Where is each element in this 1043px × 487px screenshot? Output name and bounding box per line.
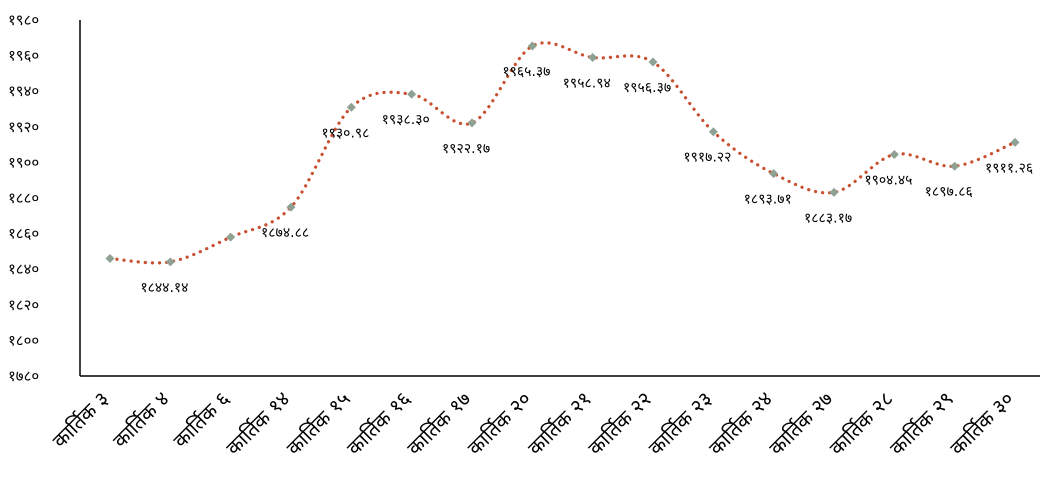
data-label: १९५८.९४ [563, 75, 611, 91]
y-tick-label: १८०० [8, 331, 39, 349]
y-tick-label: १८८० [8, 189, 39, 207]
data-label: १९५६.३७ [623, 80, 671, 96]
x-tick-label: कार्तिक २० [463, 387, 536, 460]
series-markers [105, 41, 1020, 267]
y-tick-label: १७८० [8, 367, 39, 385]
data-label: १९११.२६ [985, 160, 1033, 176]
data-point-marker [708, 127, 718, 137]
data-point-marker [105, 254, 115, 264]
y-tick-label: १९०० [8, 153, 39, 171]
data-point-marker [1010, 137, 1020, 147]
x-tick-label: कार्तिक १७ [402, 387, 475, 460]
x-tick-label: कार्तिक १४ [221, 387, 294, 460]
data-label: १९१७.२२ [683, 150, 731, 166]
x-tick-label: कार्तिक २४ [704, 387, 777, 460]
series-line [108, 41, 1017, 265]
data-point-marker [165, 257, 175, 267]
data-label: १८४४.१४ [140, 280, 188, 296]
data-point-marker [286, 202, 296, 212]
data-label: १८९७.८६ [925, 184, 973, 200]
series-line-path [108, 41, 1017, 265]
data-label: १८८३.१७ [804, 210, 852, 226]
data-point-marker [829, 187, 839, 197]
data-point-marker [226, 232, 236, 242]
data-point-marker [467, 118, 477, 128]
x-tick-label: कार्तिक २७ [764, 387, 837, 460]
data-label: १९२२.१७ [442, 141, 490, 157]
y-tick-label: १८६० [8, 225, 39, 243]
y-axis: १७८० १८०० १८२० १८४० १८६० १८८० १९०० १९२० १९४० १९६०… [8, 11, 81, 385]
data-point-marker [346, 102, 356, 112]
data-point-marker [407, 89, 417, 99]
x-axis: कार्तिक ३कार्तिक ४कार्तिक ६कार्तिक १४कार… [48, 375, 1040, 460]
data-point-marker [769, 169, 779, 179]
data-point-marker [588, 52, 598, 62]
x-tick-label: कार्तिक ४ [108, 387, 174, 453]
x-tick-label: कार्तिक ३० [945, 387, 1018, 460]
y-tick-label: १९६० [8, 47, 39, 65]
data-label: १८९३.७१ [744, 192, 792, 208]
data-label: १९६५.३७ [502, 64, 550, 80]
x-tick-label: कार्तिक ३ [48, 387, 114, 453]
data-point-marker [889, 149, 899, 159]
data-point-marker [527, 41, 537, 51]
y-tick-label: १८२० [8, 296, 39, 314]
data-label: १९०४.४५ [864, 172, 912, 188]
y-tick-label: १९२० [8, 118, 39, 136]
x-tick-label: कार्तिक २८ [825, 387, 898, 460]
data-label: १८७४.८८ [261, 225, 309, 241]
x-tick-label: कार्तिक १६ [342, 387, 415, 460]
x-tick-label: कार्तिक २१ [523, 387, 596, 460]
x-tick-label: कार्तिक २२ [583, 387, 656, 460]
x-tick-label: कार्तिक २९ [885, 387, 958, 460]
data-label: १९३०.९८ [321, 125, 369, 141]
data-labels: १८४४.१४ १८७४.८८ १९३०.९८ १९३८.३० १९२२.१७ १९६५.… [140, 64, 1033, 296]
data-point-marker [950, 161, 960, 171]
y-tick-label: १९८० [8, 11, 39, 29]
data-point-marker [648, 57, 658, 67]
y-tick-label: १८४० [8, 260, 39, 278]
y-tick-label: १९४० [8, 82, 39, 100]
data-label: १९३८.३० [382, 112, 430, 128]
x-tick-label: कार्तिक २३ [644, 387, 717, 460]
x-tick-label: कार्तिक १५ [282, 387, 355, 460]
